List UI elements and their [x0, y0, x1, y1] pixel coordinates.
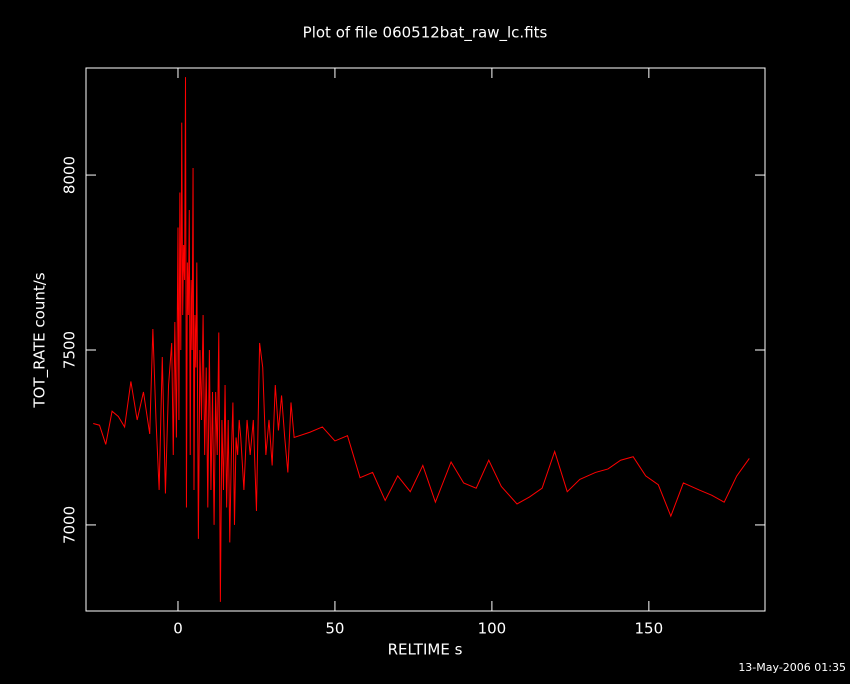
y-axis-label: TOT_RATE count/s: [31, 272, 50, 408]
y-tick-label: 7500: [61, 331, 79, 369]
x-tick-label: 50: [325, 620, 344, 638]
x-tick-label: 0: [173, 620, 183, 638]
x-axis-label: RELTIME s: [388, 641, 463, 659]
plot-frame: [85, 67, 766, 612]
y-tick-label: 7000: [61, 506, 79, 544]
y-tick-label: 8000: [61, 156, 79, 194]
chart-title: Plot of file 060512bat_raw_lc.fits: [303, 24, 548, 43]
footer: 13-May-2006 01:35: [738, 661, 846, 674]
x-tick-label: 100: [478, 620, 507, 638]
data-line: [93, 77, 750, 602]
x-tick-label: 150: [635, 620, 664, 638]
